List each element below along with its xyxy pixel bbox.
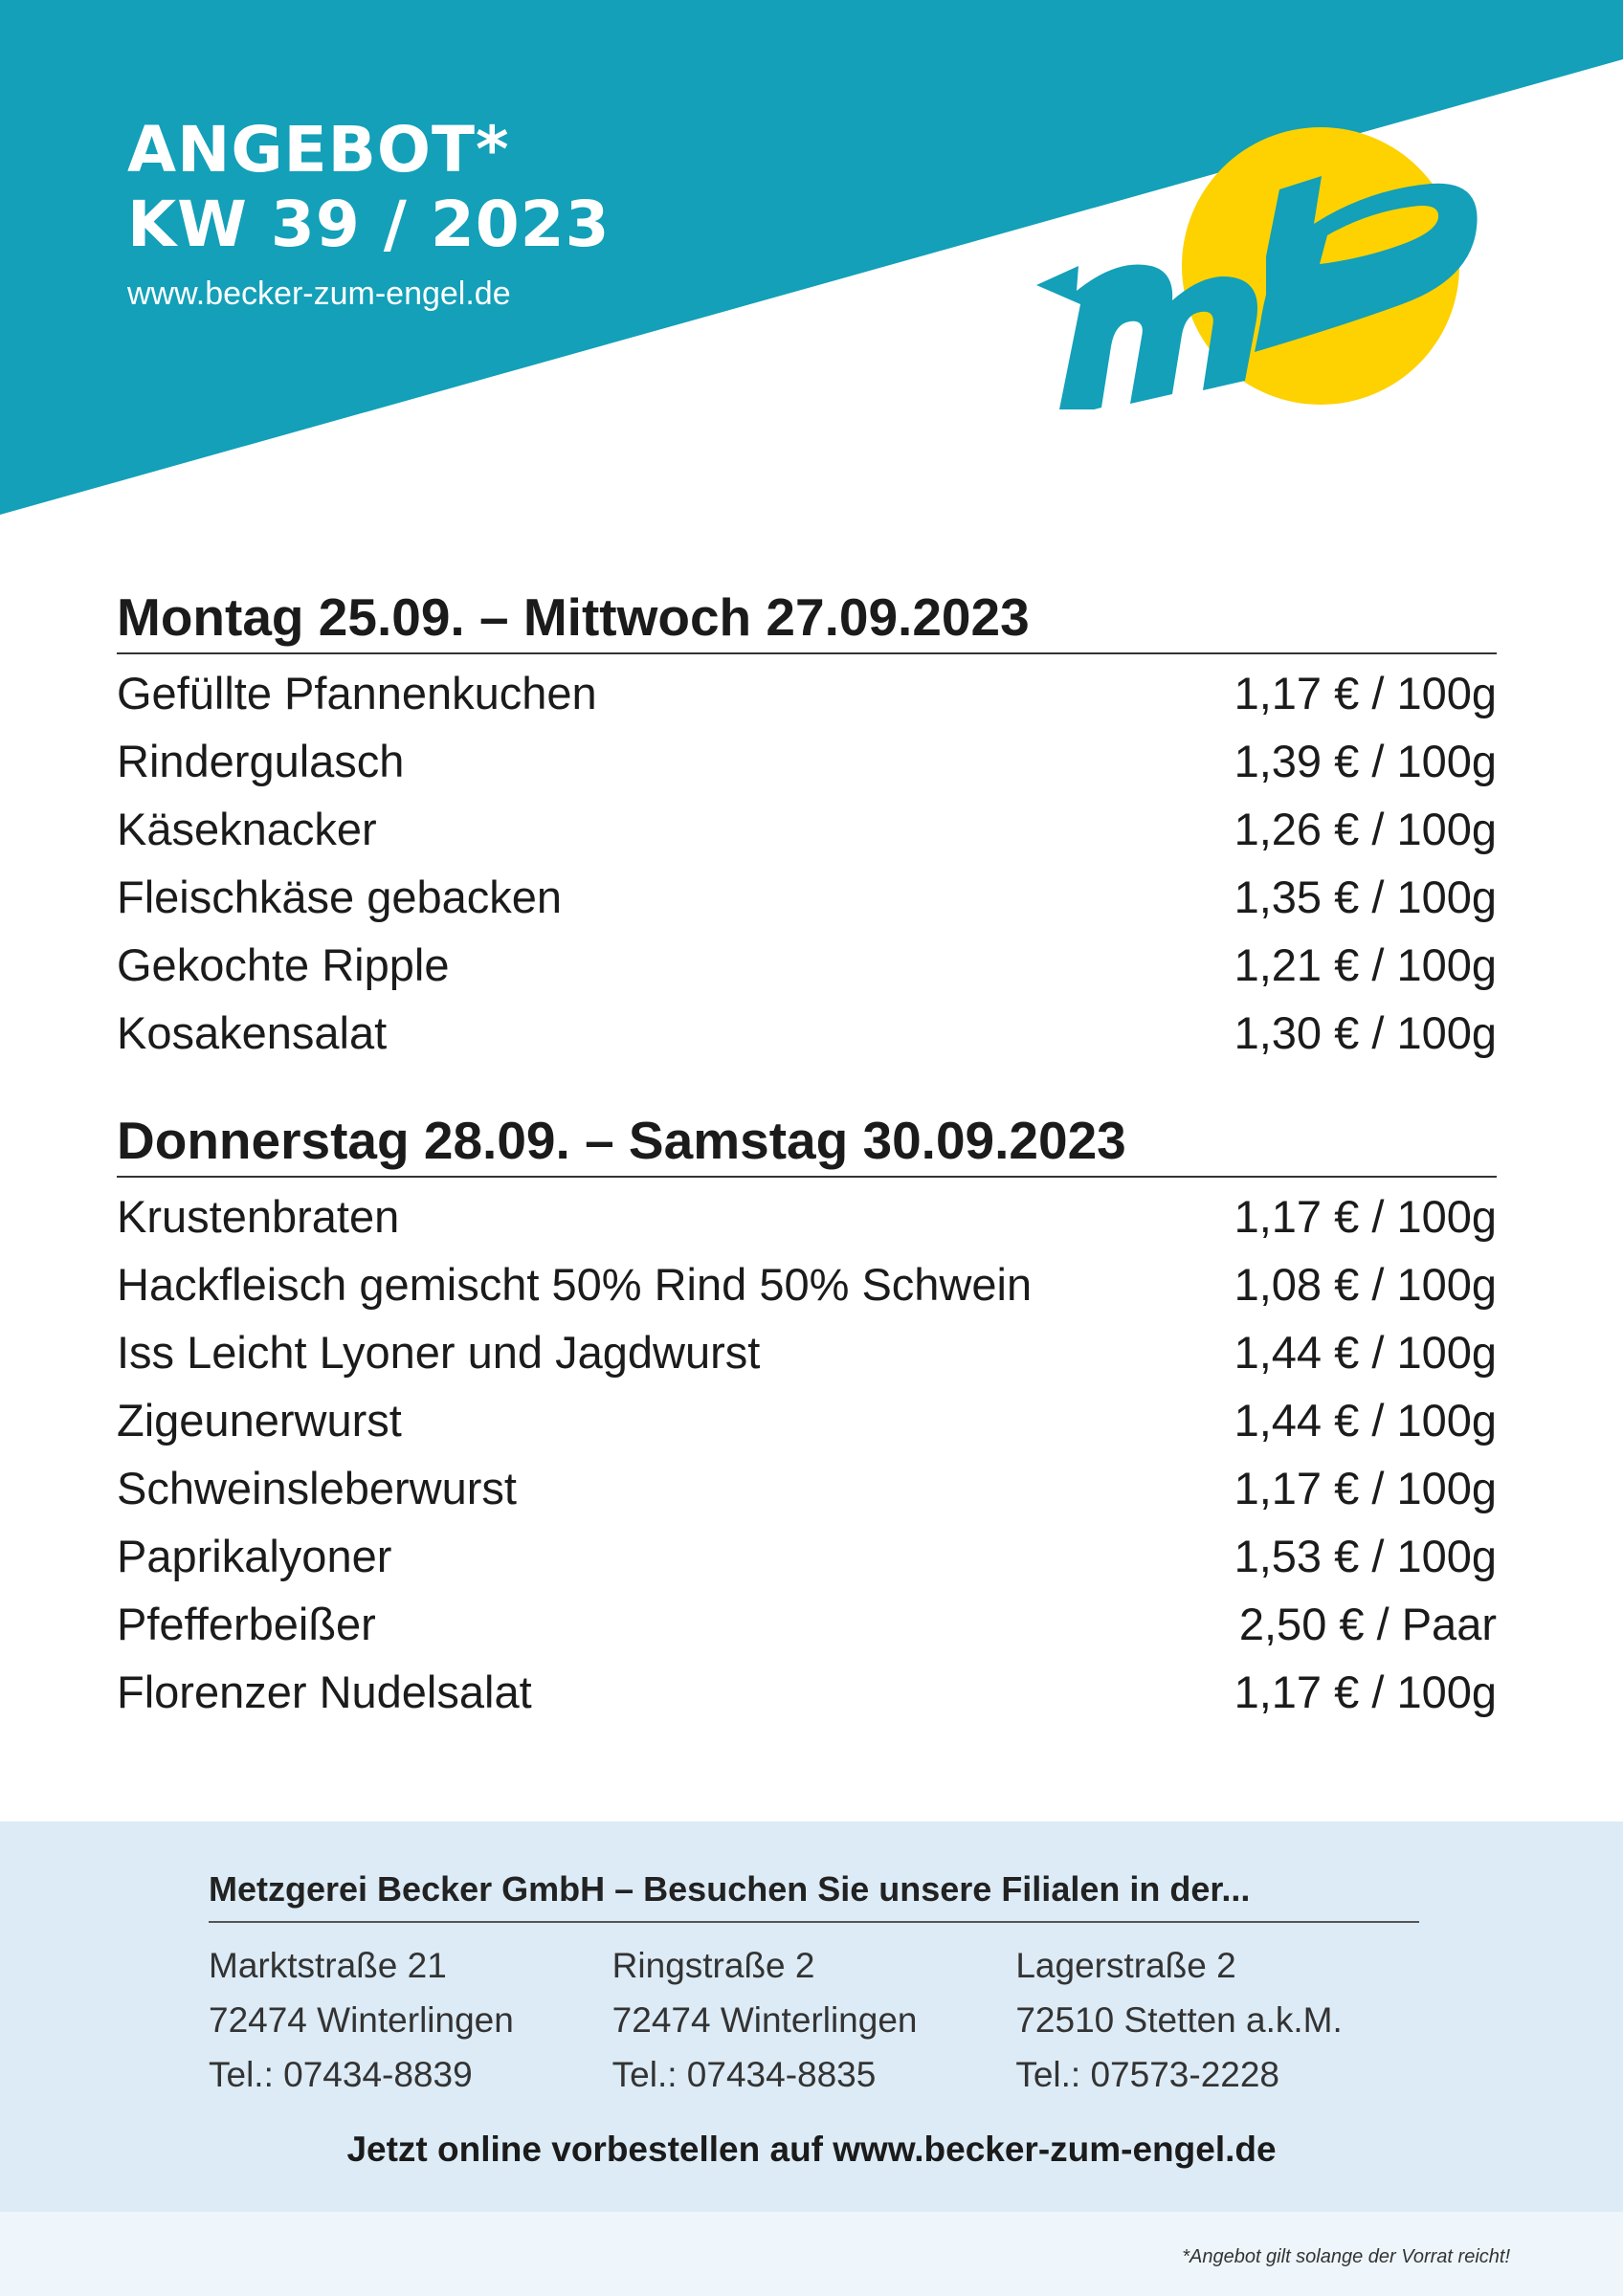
item-price: 1,30 € / 100g [1234,1007,1497,1058]
section-title: Montag 25.09. – Mittwoch 27.09.2023 [117,585,1497,654]
offer-item: Florenzer Nudelsalat 1,17 € / 100g [117,1658,1497,1726]
item-price: 1,17 € / 100g [1234,1191,1497,1242]
item-name: Fleischkäse gebacken [117,872,563,922]
item-name: Florenzer Nudelsalat [117,1667,532,1717]
footer-content: Metzgerei Becker GmbH – Besuchen Sie uns… [209,1869,1419,2102]
header-band [0,0,1623,515]
branch-card: Lagerstraße 2 72510 Stetten a.k.M. Tel.:… [1015,1938,1419,2102]
offer-item: Gekochte Ripple 1,21 € / 100g [117,931,1497,999]
item-price: 1,21 € / 100g [1234,939,1497,990]
item-price: 1,17 € / 100g [1234,668,1497,718]
item-name: Paprikalyoner [117,1531,392,1581]
branch-street: Ringstraße 2 [611,1946,815,1985]
offer-item: Paprikalyoner 1,53 € / 100g [117,1522,1497,1590]
branch-phone[interactable]: Tel.: 07573-2228 [1015,2055,1280,2094]
item-name: Zigeunerwurst [117,1395,402,1446]
item-name: Gefüllte Pfannenkuchen [117,668,597,718]
footer-band: Metzgerei Becker GmbH – Besuchen Sie uns… [0,1821,1623,2212]
header-website[interactable]: www.becker-zum-engel.de [127,276,511,312]
branch-street: Marktstraße 21 [209,1946,447,1985]
preorder-cta[interactable]: Jetzt online vorbestellen auf www.becker… [346,2130,1277,2169]
branch-street: Lagerstraße 2 [1015,1946,1236,1985]
offer-item: Pfefferbeißer 2,50 € / Paar [117,1590,1497,1658]
bottom-strip [0,2212,1623,2296]
item-price: 1,17 € / 100g [1234,1463,1497,1513]
branch-city: 72474 Winterlingen [209,2000,514,2040]
item-price: 1,44 € / 100g [1234,1327,1497,1378]
offer-item: Zigeunerwurst 1,44 € / 100g [117,1386,1497,1454]
item-name: Gekochte Ripple [117,939,450,990]
item-name: Krustenbraten [117,1191,400,1242]
offer-title: ANGEBOT* [127,113,510,187]
item-name: Rindergulasch [117,736,405,786]
item-price: 1,17 € / 100g [1234,1667,1497,1717]
branch-card: Marktstraße 21 72474 Winterlingen Tel.: … [209,1938,612,2102]
header-text-block: ANGEBOT* KW 39 / 2023 www.becker-zum-eng… [127,113,611,313]
offer-section-2: Donnerstag 28.09. – Samstag 30.09.2023 K… [117,1109,1497,1726]
item-name: Kosakensalat [117,1007,388,1058]
offer-item: Rindergulasch 1,39 € / 100g [117,727,1497,795]
branch-list: Marktstraße 21 72474 Winterlingen Tel.: … [209,1938,1419,2102]
item-price: 1,08 € / 100g [1234,1259,1497,1310]
section-title: Donnerstag 28.09. – Samstag 30.09.2023 [117,1109,1497,1178]
branch-phone[interactable]: Tel.: 07434-8839 [209,2055,473,2094]
item-name: Schweinsleberwurst [117,1463,517,1513]
branch-phone[interactable]: Tel.: 07434-8835 [611,2055,877,2094]
offer-section-1: Montag 25.09. – Mittwoch 27.09.2023 Gefü… [117,585,1497,1067]
item-name: Hackfleisch gemischt 50% Rind 50% Schwei… [117,1259,1033,1310]
item-price: 1,26 € / 100g [1234,804,1497,854]
offer-item: Kosakensalat 1,30 € / 100g [117,999,1497,1067]
offer-item: Gefüllte Pfannenkuchen 1,17 € / 100g [117,659,1497,727]
branch-city: 72510 Stetten a.k.M. [1015,2000,1343,2040]
item-price: 1,39 € / 100g [1234,736,1497,786]
offer-item: Hackfleisch gemischt 50% Rind 50% Schwei… [117,1250,1497,1318]
item-price: 2,50 € / Paar [1238,1599,1497,1649]
offer-item: Iss Leicht Lyoner und Jagdwurst 1,44 € /… [117,1318,1497,1386]
item-price: 1,35 € / 100g [1234,872,1497,922]
item-name: Iss Leicht Lyoner und Jagdwurst [117,1327,761,1378]
branch-card: Ringstraße 2 72474 Winterlingen Tel.: 07… [612,1938,1016,2102]
item-price: 1,44 € / 100g [1234,1395,1497,1446]
offer-item: Käseknacker 1,26 € / 100g [117,795,1497,863]
offer-item: Fleischkäse gebacken 1,35 € / 100g [117,863,1497,931]
item-name: Käseknacker [117,804,377,854]
calendar-week-title: KW 39 / 2023 [127,188,611,261]
mb-logo [1036,127,1478,409]
branch-city: 72474 Winterlingen [611,2000,918,2040]
item-name: Pfefferbeißer [117,1599,376,1649]
item-price: 1,53 € / 100g [1234,1531,1497,1581]
offer-item: Krustenbraten 1,17 € / 100g [117,1182,1497,1250]
footer-heading: Metzgerei Becker GmbH – Besuchen Sie uns… [209,1869,1419,1923]
offer-item: Schweinsleberwurst 1,17 € / 100g [117,1454,1497,1522]
disclaimer: *Angebot gilt solange der Vorrat reicht! [1182,2246,1510,2267]
